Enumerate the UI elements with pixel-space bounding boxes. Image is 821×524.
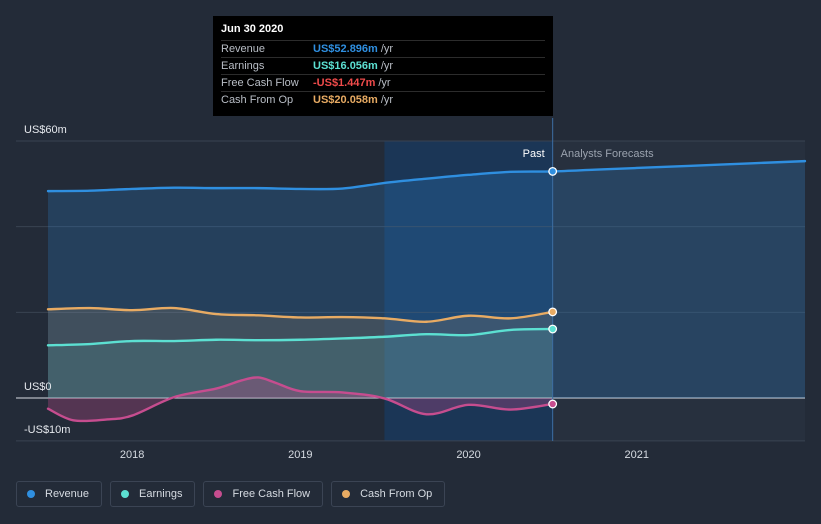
data-point-cash-from-op [548,307,558,317]
series-line-earnings [46,327,554,347]
series-line-cash-from-op [46,306,554,323]
tooltip-row-cash-from-op: Cash From Op US$20.058m /yr [221,91,545,108]
tooltip-row-earnings: Earnings US$16.056m /yr [221,57,545,74]
tooltip-row-free-cash-flow: Free Cash Flow -US$1.447m /yr [221,74,545,91]
legend-dot-icon [121,490,130,498]
series-line-revenue [46,159,807,193]
x-tick-label: 2019 [288,449,312,461]
region-label-forecast: Analysts Forecasts [561,148,654,160]
past-highlight-band [384,141,553,441]
tooltip-value: US$16.056m [313,60,378,72]
tooltip-label: Earnings [221,60,265,72]
tooltip-row-revenue: Revenue US$52.896m /yr [221,40,545,57]
tooltip-label: Free Cash Flow [221,77,299,89]
legend-label: Earnings [139,488,183,500]
series-line-free-cash-flow [46,376,554,423]
y-tick-label: US$60m [24,124,67,136]
tooltip: Jun 30 2020 Revenue US$52.896m /yr Earni… [213,16,553,116]
tooltip-label: Cash From Op [221,94,294,106]
tooltip-value: US$52.896m [313,43,378,55]
tooltip-date: Jun 30 2020 [221,23,284,35]
tooltip-label: Revenue [221,43,266,55]
legend-label: Free Cash Flow [232,488,311,500]
data-point-earnings [548,324,558,334]
area-free-cash-flow [48,377,553,422]
legend-label: Cash From Op [360,488,433,500]
x-tick-label: 2018 [120,449,144,461]
data-point-revenue [548,166,558,176]
tooltip-unit: /yr [380,43,394,55]
legend-dot-icon [214,490,223,498]
legend-item-revenue[interactable]: Revenue [16,481,103,507]
x-tick-label: 2021 [625,449,649,461]
y-tick-label: -US$10m [24,424,70,436]
region-label-past: Past [523,148,545,160]
area-earnings [48,329,553,398]
x-tick-label: 2020 [456,449,480,461]
area-cash-from-op [48,307,553,398]
legend: Revenue Earnings Free Cash Flow Cash Fro… [16,481,446,507]
legend-dot-icon [342,490,351,498]
tooltip-unit: /yr [378,77,391,89]
data-point-free-cash-flow [548,399,558,409]
tooltip-value: -US$1.447m [313,77,376,89]
y-tick-label: US$0 [24,381,52,393]
legend-label: Revenue [45,488,90,500]
tooltip-unit: /yr [380,60,394,72]
tooltip-value: US$20.058m [313,94,378,106]
tooltip-unit: /yr [380,94,394,106]
legend-item-earnings[interactable]: Earnings [110,481,196,507]
legend-item-free-cash-flow[interactable]: Free Cash Flow [203,481,324,507]
legend-item-cash-from-op[interactable]: Cash From Op [331,481,446,507]
forecast-band [552,141,805,441]
legend-dot-icon [27,490,35,498]
